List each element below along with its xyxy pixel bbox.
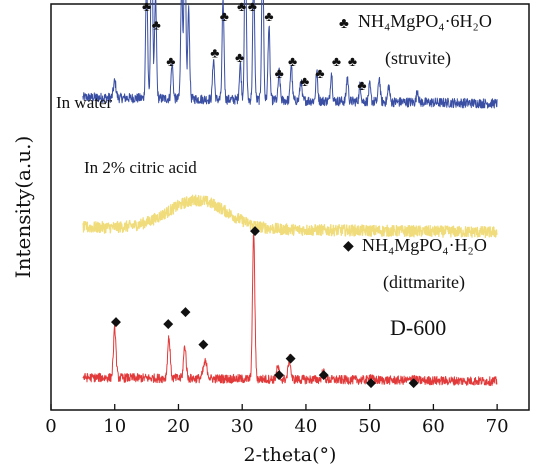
plot-frame [50,3,530,411]
struvite-peak-marker: ♣ [166,55,175,70]
struvite-legend-formula: NH₄MgPO₄·6H₂O [358,11,492,31]
struvite-peak-marker: ♣ [152,18,161,33]
struvite-peak-marker: ♣ [220,10,229,25]
struvite-peak-marker: ♣ [210,47,219,62]
struvite-peak-marker: ♣ [248,0,257,15]
series-label-water: In water [56,93,113,112]
x-tick-label: 10 [103,416,126,437]
struvite-legend-symbol: ♣ [339,16,349,32]
struvite-peak-marker: ♣ [300,75,309,90]
struvite-peak-marker: ♣ [275,67,284,82]
struvite-peak-marker: ♣ [142,0,151,15]
struvite-peak-marker: ♣ [332,55,341,70]
x-tick-label: 50 [358,416,381,437]
x-tick-label: 60 [422,416,445,437]
dittmarite-peak-marker: ◆ [366,375,376,390]
dittmarite-legend-name: (dittmarite) [383,272,465,293]
series-label-d600: D-600 [390,315,446,340]
dittmarite-peak-marker: ◆ [409,375,419,390]
struvite-legend-name: (struvite) [385,48,451,69]
struvite-peak-marker: ♣ [315,67,324,82]
series-label-citric: In 2% citric acid [84,158,197,177]
y-axis-title: Intensity(a.u.) [11,136,35,279]
dittmarite-peak-marker: ◆ [319,366,329,381]
marker-layer: ♣♣♣♣♣♣♣♣♣♣♣♣♣♣♣♣♣♣♣♣◆◆◆◆◆◆◆◆◆◆ [111,0,419,390]
series-line-citric [82,194,498,238]
struvite-peak-marker: ♣ [357,79,366,94]
struvite-peak-marker: ♣ [264,10,273,25]
dittmarite-peak-marker: ◆ [274,366,284,381]
x-axis: 0 10 20 30 40 50 60 70 [45,404,509,437]
x-axis-title: 2-theta(°) [244,444,337,466]
dittmarite-legend-symbol: ◆ [343,239,354,254]
series-layer [82,0,498,387]
dittmarite-peak-marker: ◆ [163,316,173,331]
dittmarite-peak-marker: ◆ [198,336,208,351]
series-line-d600 [82,234,498,387]
x-tick-label: 0 [45,416,56,437]
x-tick-label: 30 [231,416,254,437]
dittmarite-legend-formula: NH₄MgPO₄·H₂O [362,235,487,255]
x-tick-label: 20 [167,416,190,437]
struvite-peak-marker: ♣ [173,0,182,1]
struvite-peak-marker: ♣ [235,51,244,66]
struvite-peak-marker: ♣ [288,55,297,70]
dittmarite-peak-marker: ◆ [286,350,296,365]
dittmarite-peak-marker: ◆ [111,314,121,329]
struvite-peak-marker: ♣ [348,55,357,70]
series-line-water [82,0,498,109]
struvite-peak-marker: ♣ [237,0,246,15]
x-tick-label: 40 [294,416,317,437]
dittmarite-peak-marker: ◆ [250,222,260,237]
dittmarite-peak-marker: ◆ [180,304,190,319]
x-tick-label: 70 [486,416,509,437]
